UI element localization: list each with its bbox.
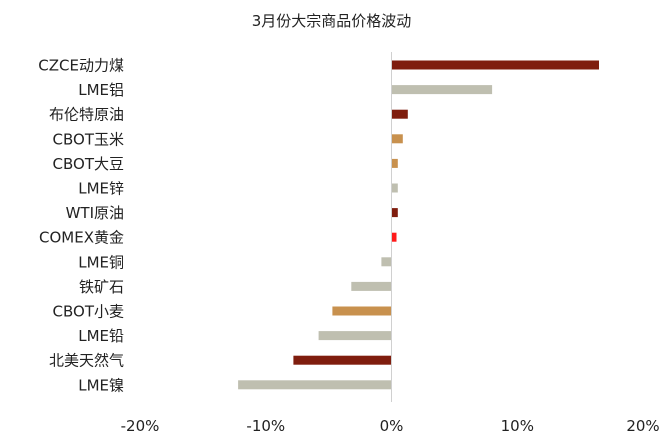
chart-title: 3月份大宗商品价格波动 <box>252 12 412 30</box>
bar-2 <box>391 109 408 119</box>
category-label: CBOT大豆 <box>53 155 124 173</box>
category-label: LME铝 <box>78 81 124 99</box>
category-label: CBOT玉米 <box>53 130 124 148</box>
category-label: CBOT小麦 <box>53 303 124 321</box>
category-label: 铁矿石 <box>79 278 124 296</box>
bar-9 <box>351 281 392 291</box>
x-tick-labels: -20% -10% 0% 10% 20% <box>121 417 660 435</box>
category-label: WTI原油 <box>66 204 124 222</box>
bar-6 <box>391 208 398 218</box>
bar-3 <box>391 134 403 144</box>
bar-4 <box>391 158 398 168</box>
category-label: LME镍 <box>78 376 124 394</box>
bar-8 <box>381 257 392 267</box>
bar-13 <box>238 380 392 390</box>
category-label: COMEX黄金 <box>39 229 124 247</box>
bar-10 <box>332 306 392 316</box>
category-label: CZCE动力煤 <box>38 57 124 75</box>
bar-0 <box>391 60 599 70</box>
bar-12 <box>293 355 392 365</box>
category-label: LME铅 <box>78 327 124 345</box>
x-tick-label: -20% <box>121 417 160 435</box>
category-label: 北美天然气 <box>49 352 124 370</box>
x-tick-label: 20% <box>626 417 659 435</box>
x-tick-label: 10% <box>501 417 534 435</box>
bar-11 <box>318 331 392 341</box>
x-tick-label: 0% <box>380 417 404 435</box>
bar-1 <box>391 85 493 95</box>
category-label: LME铜 <box>78 253 124 271</box>
x-tick-label: -10% <box>246 417 285 435</box>
category-label: 布伦特原油 <box>49 106 124 124</box>
bar-5 <box>391 183 398 193</box>
category-label: LME锌 <box>78 180 124 198</box>
bar-7 <box>391 232 397 242</box>
bars-layer <box>238 60 599 390</box>
